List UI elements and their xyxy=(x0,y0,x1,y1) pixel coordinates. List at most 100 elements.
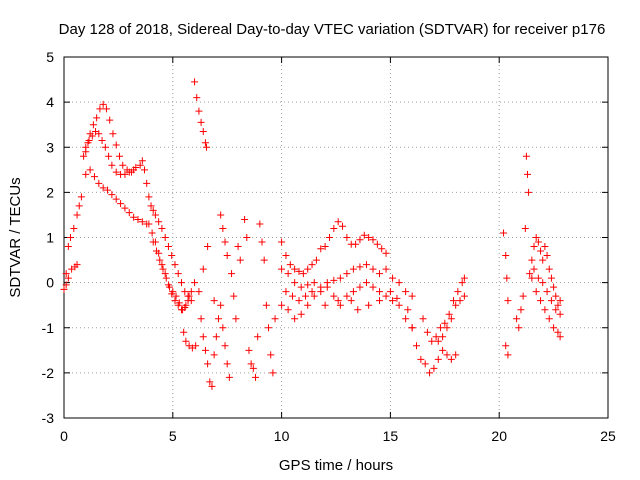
data-point-marker xyxy=(212,333,220,341)
data-point-marker xyxy=(447,315,455,323)
data-point-marker xyxy=(195,107,203,115)
data-point-marker xyxy=(171,261,179,269)
data-point-marker xyxy=(230,292,238,300)
data-point-marker xyxy=(539,279,547,287)
data-point-marker xyxy=(134,215,142,223)
data-point-marker xyxy=(550,283,558,291)
data-point-marker xyxy=(125,209,133,217)
data-point-marker xyxy=(112,168,120,176)
data-point-marker xyxy=(151,211,159,219)
data-point-marker xyxy=(86,166,94,174)
data-point-marker xyxy=(347,297,355,305)
data-point-marker xyxy=(171,297,179,305)
data-point-marker xyxy=(77,193,85,201)
data-point-marker xyxy=(452,301,460,309)
data-point-marker xyxy=(192,342,200,350)
data-point-marker xyxy=(243,234,251,241)
data-point-marker xyxy=(330,224,338,232)
data-point-marker xyxy=(175,299,183,307)
data-point-marker xyxy=(219,224,227,232)
data-point-marker xyxy=(108,191,116,199)
data-point-marker xyxy=(443,351,451,359)
data-point-marker xyxy=(349,265,357,273)
data-point-marker xyxy=(502,342,510,350)
series-afternoon-trough xyxy=(404,274,468,377)
data-point-marker xyxy=(138,218,146,226)
data-point-marker xyxy=(310,292,318,300)
data-point-marker xyxy=(108,161,116,169)
data-point-marker xyxy=(256,220,264,228)
data-point-marker xyxy=(502,252,510,260)
data-point-marker xyxy=(395,301,403,309)
data-point-marker xyxy=(386,288,394,296)
data-point-marker xyxy=(251,373,259,381)
data-point-marker xyxy=(141,166,149,174)
data-point-marker xyxy=(552,306,560,314)
data-point-marker xyxy=(423,328,431,336)
data-point-marker xyxy=(262,301,270,309)
data-point-marker xyxy=(443,324,451,332)
data-point-marker xyxy=(185,292,193,300)
data-point-marker xyxy=(70,224,78,232)
data-point-marker xyxy=(158,261,166,269)
data-point-marker xyxy=(254,333,262,341)
data-point-marker xyxy=(241,215,249,223)
data-point-marker xyxy=(450,297,458,305)
data-point-marker xyxy=(402,315,410,323)
data-point-marker xyxy=(528,256,536,264)
data-point-marker xyxy=(343,234,351,241)
data-point-marker xyxy=(228,270,236,278)
data-point-marker xyxy=(206,378,214,386)
data-point-marker xyxy=(460,274,468,282)
data-point-marker xyxy=(101,143,109,151)
data-point-marker xyxy=(80,152,88,160)
data-point-marker xyxy=(556,297,564,305)
data-point-marker xyxy=(356,263,364,271)
data-point-marker xyxy=(339,222,347,230)
data-point-marker xyxy=(428,337,436,345)
data-point-marker xyxy=(62,270,70,278)
data-point-marker xyxy=(159,265,167,273)
data-point-marker xyxy=(199,127,207,135)
data-point-marker xyxy=(260,256,268,264)
data-point-marker xyxy=(193,94,201,102)
data-point-marker xyxy=(278,301,286,309)
data-point-marker xyxy=(179,306,187,314)
data-point-marker xyxy=(376,288,384,296)
data-point-marker xyxy=(369,265,377,273)
data-point-marker xyxy=(537,247,545,255)
data-point-marker xyxy=(234,243,242,251)
data-point-marker xyxy=(95,130,103,138)
data-point-marker xyxy=(336,274,344,282)
data-point-marker xyxy=(432,333,440,341)
data-point-marker xyxy=(182,301,190,309)
data-point-marker xyxy=(284,306,292,314)
data-point-marker xyxy=(308,261,316,269)
data-point-marker xyxy=(365,234,373,241)
data-point-marker xyxy=(249,364,257,372)
data-point-marker xyxy=(105,152,113,160)
data-point-marker xyxy=(178,279,186,287)
data-point-marker xyxy=(545,315,553,323)
data-point-marker xyxy=(82,148,90,156)
data-point-marker xyxy=(95,179,103,187)
data-point-marker xyxy=(404,306,412,314)
data-point-marker xyxy=(519,292,527,300)
data-point-marker xyxy=(187,288,195,296)
data-point-marker xyxy=(356,236,364,244)
data-point-marker xyxy=(408,324,416,332)
data-point-marker xyxy=(89,121,97,129)
data-point-marker xyxy=(282,252,290,260)
data-point-marker xyxy=(147,202,155,210)
data-point-marker xyxy=(90,173,98,181)
data-point-marker xyxy=(271,315,279,323)
data-point-marker xyxy=(373,240,381,248)
x-axis-title: GPS time / hours xyxy=(279,457,393,474)
data-point-marker xyxy=(217,301,225,309)
data-point-marker xyxy=(545,265,553,273)
data-point-marker xyxy=(166,283,174,291)
data-point-marker xyxy=(352,240,360,248)
data-point-marker xyxy=(356,283,364,291)
data-point-marker xyxy=(417,355,425,363)
data-point-marker xyxy=(503,274,511,282)
